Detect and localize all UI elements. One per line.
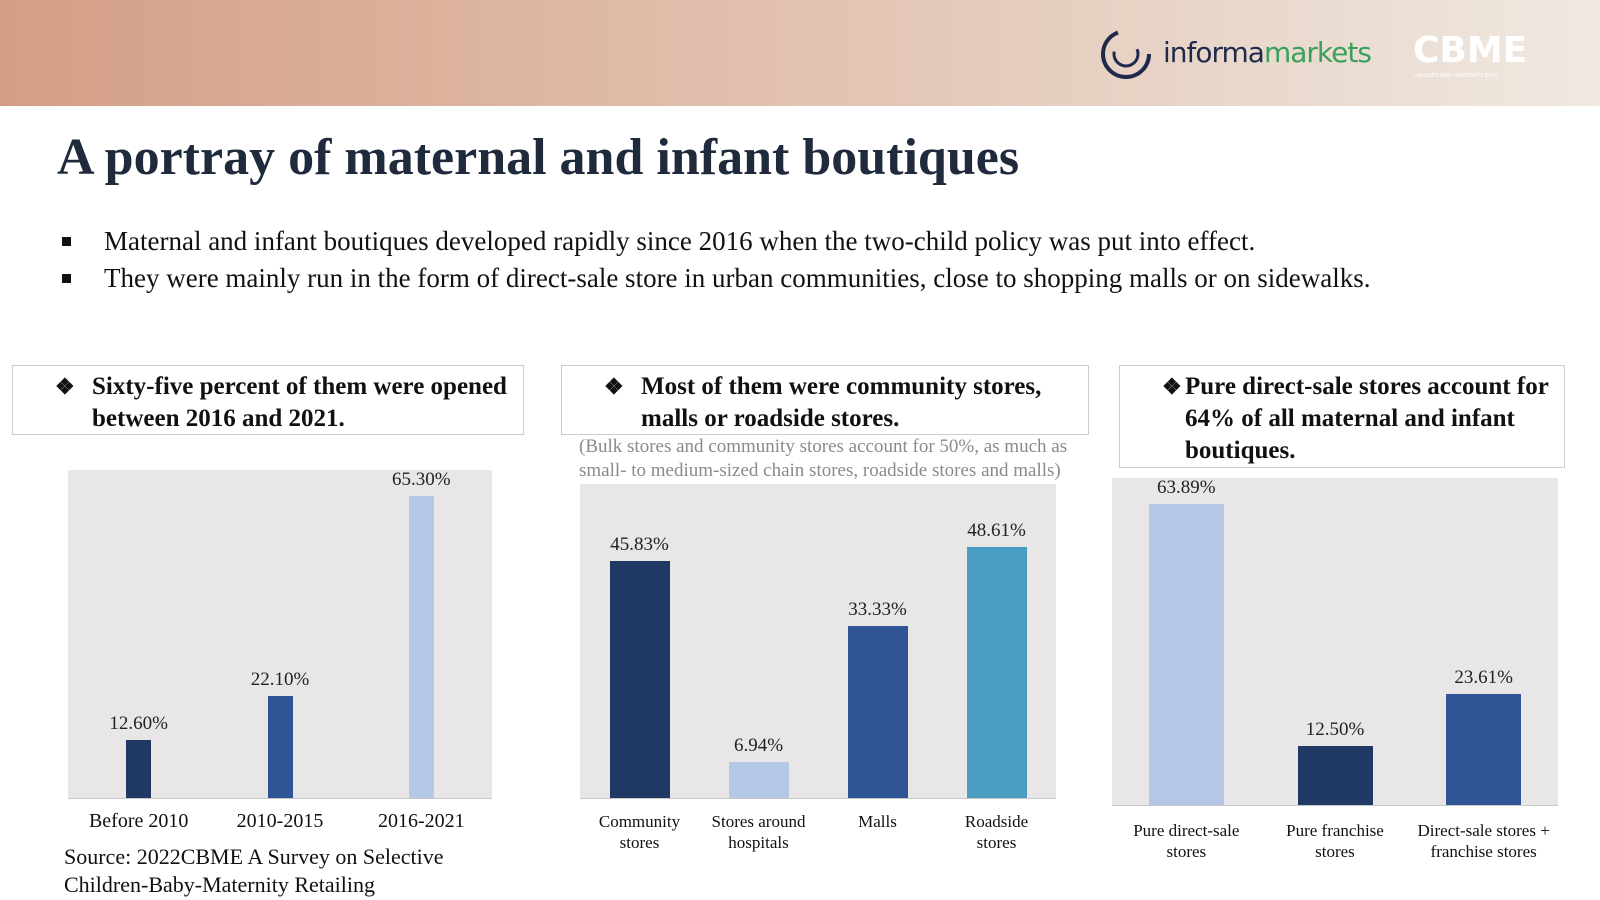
bullet: Maternal and infant boutiques developed … xyxy=(61,226,1256,256)
chart-heading: Most of them were community stores, mall… xyxy=(561,365,1089,435)
bar xyxy=(847,625,908,798)
value-label: 22.10% xyxy=(250,668,310,690)
logo-icon xyxy=(1101,29,1151,79)
bar xyxy=(966,546,1027,798)
bullet: They were mainly run in the form of dire… xyxy=(61,263,1371,293)
x-tick-label: Direct-sale stores + franchise stores xyxy=(1417,821,1550,861)
chart-heading: Sixty-five percent of them were opened b… xyxy=(12,365,524,435)
header-band xyxy=(0,0,1600,106)
bar xyxy=(408,496,434,798)
logo-cbme: CBME xyxy=(1413,30,1528,71)
slide-title: A portray of maternal and infant boutiqu… xyxy=(57,129,1020,186)
x-tick-label: Community stores xyxy=(598,812,681,852)
value-label: 48.61% xyxy=(967,519,1026,541)
value-label: 12.50% xyxy=(1305,719,1365,741)
x-tick-label: Pure direct-sale stores xyxy=(1133,821,1240,861)
source: Source: 2022CBME A Survey on Selective C… xyxy=(64,844,444,897)
value-label: 63.89% xyxy=(1157,477,1216,499)
x-axis xyxy=(1112,805,1558,806)
x-tick-label: 2016-2021 xyxy=(377,810,465,832)
logo-tagline: CHILDREN BABY MATERNITY EXPO xyxy=(1413,73,1499,79)
x-axis xyxy=(580,798,1056,799)
value-label: 65.30% xyxy=(392,469,451,491)
bar xyxy=(1446,693,1522,805)
x-tick-label: Before 2010 xyxy=(88,810,189,832)
logo-text: informamarkets xyxy=(1163,36,1372,69)
value-label: 6.94% xyxy=(733,735,784,757)
x-axis xyxy=(68,798,492,799)
x-tick-label: Stores around hospitals xyxy=(711,812,806,852)
chart-heading: Pure direct-sale stores account for 64% … xyxy=(1119,365,1565,468)
x-tick-label: Malls xyxy=(858,812,897,831)
x-tick-label: Pure franchise stores xyxy=(1286,821,1384,861)
bar xyxy=(609,561,670,798)
bar xyxy=(267,695,293,798)
x-tick-label: Roadside stores xyxy=(964,812,1029,852)
value-label: 23.61% xyxy=(1454,666,1513,688)
bar xyxy=(126,739,152,798)
logo-informa: informa xyxy=(1163,36,1265,69)
bar xyxy=(728,762,789,798)
value-label: 33.33% xyxy=(848,598,907,620)
logo-markets: markets xyxy=(1263,36,1372,69)
bar xyxy=(1297,746,1373,805)
x-tick-label: 2010-2015 xyxy=(236,810,324,832)
value-label: 45.83% xyxy=(610,534,669,556)
bar xyxy=(1148,504,1224,805)
chart-subtitle: (Bulk stores and community stores accoun… xyxy=(579,436,1068,481)
value-label: 12.60% xyxy=(109,712,168,734)
